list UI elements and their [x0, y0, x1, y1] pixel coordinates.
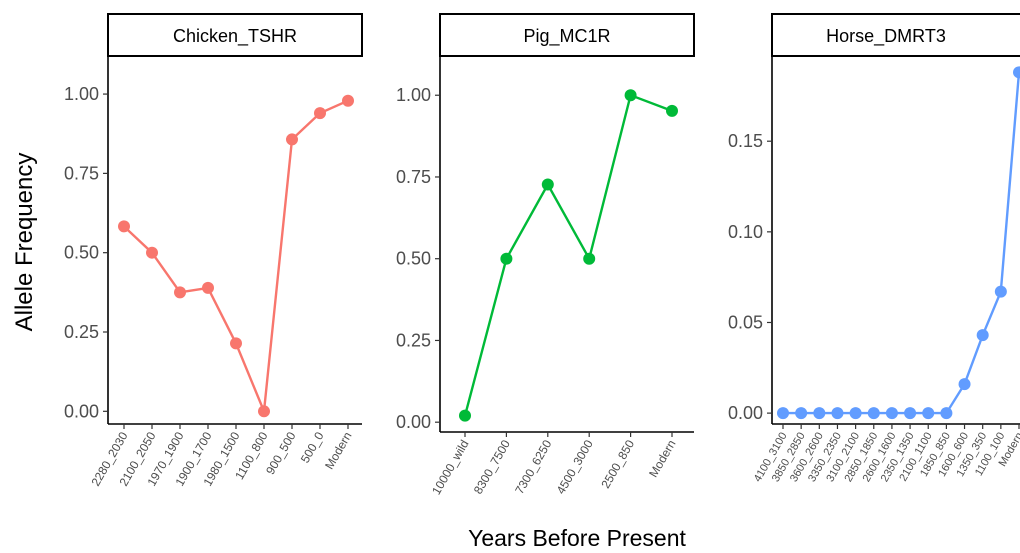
data-point	[777, 407, 789, 420]
facet-title: Pig_MC1R	[523, 26, 610, 47]
chart-panels: Chicken_TSHR0.000.250.500.751.002280_203…	[64, 13, 1020, 498]
data-point	[976, 329, 989, 342]
y-axis-title: Allele Frequency	[11, 153, 38, 332]
panel-1: Pig_MC1R 0.00 0.25 0.50 0.75 1.00 10000_wild 83…	[396, 13, 695, 498]
y-tick-label: 0.00	[64, 401, 99, 421]
panel-2: Horse_DMRT30.000.050.100.154100_31003850…	[728, 13, 1020, 484]
y-tick-label: 0.50	[64, 243, 99, 263]
facet-title: Chicken_TSHR	[173, 26, 297, 47]
data-point	[958, 378, 971, 391]
x-tick-label: 8300_7500	[471, 437, 513, 496]
data-point	[1013, 66, 1020, 79]
data-point	[940, 407, 953, 420]
data-point	[500, 252, 513, 265]
data-point	[885, 407, 898, 420]
data-point	[174, 286, 186, 299]
facet-strip	[107, 13, 363, 57]
data-point	[994, 285, 1007, 298]
y-tick-label: 0.15	[728, 131, 763, 151]
data-point	[867, 407, 880, 420]
facet-strip	[439, 13, 695, 57]
data-point	[286, 133, 298, 146]
series-line	[783, 72, 1020, 415]
y-tick-label: 1.00	[396, 85, 431, 105]
x-tick-label: 4500_3000	[554, 437, 596, 496]
data-point	[922, 407, 935, 420]
x-axis-title: Years Before Present	[468, 525, 686, 551]
data-point	[795, 407, 808, 420]
x-tick-label: Modern	[646, 438, 678, 480]
y-tick-label: 0.00	[728, 403, 763, 423]
data-point	[541, 178, 554, 191]
y-tick-label: 1.00	[64, 84, 99, 104]
x-tick-label: 10000_wild	[429, 438, 471, 498]
series-line	[123, 99, 349, 412]
x-tick-label: 7300_6250	[512, 437, 554, 496]
x-tick-label: 2500_850	[598, 437, 637, 491]
facet-strip	[771, 13, 1020, 57]
y-tick-label: 0.10	[728, 222, 763, 242]
y-tick-label: 0.25	[64, 322, 99, 342]
y-tick-label: 0.75	[396, 167, 431, 187]
data-point	[813, 407, 826, 420]
data-point	[258, 405, 270, 418]
data-point	[314, 107, 326, 120]
data-point	[202, 281, 214, 294]
data-point	[583, 252, 596, 265]
y-tick-label: 0.05	[728, 312, 763, 332]
y-tick-label: 0.25	[396, 330, 431, 350]
series-line	[463, 93, 673, 417]
data-point	[146, 246, 158, 259]
data-point	[624, 89, 637, 102]
data-point	[118, 220, 130, 233]
y-tick-label: 0.75	[64, 163, 99, 183]
data-point	[904, 407, 917, 420]
panel-0: Chicken_TSHR0.000.250.500.751.002280_203…	[64, 13, 363, 489]
y-tick-label: 0.00	[396, 412, 431, 432]
x-tick-label: 500_0	[298, 429, 327, 465]
data-point	[831, 407, 844, 420]
data-point	[849, 407, 862, 420]
data-point	[459, 409, 471, 422]
facet-title: Horse_DMRT3	[826, 26, 946, 47]
y-tick-label: 0.50	[396, 249, 431, 269]
data-point	[342, 94, 354, 107]
data-point	[666, 104, 678, 117]
x-tick-label: Modern	[322, 430, 354, 472]
data-point	[230, 337, 242, 350]
